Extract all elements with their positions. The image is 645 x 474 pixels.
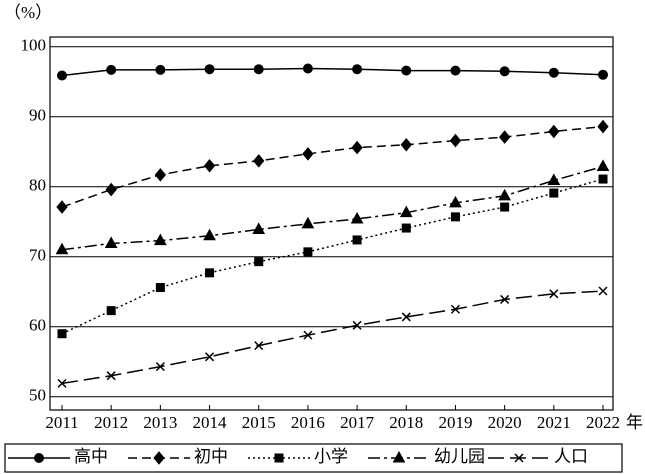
y-axis-label: （%） [4, 3, 52, 22]
legend-label: 人口 [554, 447, 588, 466]
marker [548, 124, 560, 139]
marker [155, 362, 165, 372]
x-tick-label: 2020 [488, 413, 522, 432]
marker [301, 216, 315, 229]
y-tick-label: 60 [29, 316, 46, 335]
marker [153, 451, 165, 465]
series-line [61, 290, 604, 385]
marker [55, 242, 69, 255]
marker [549, 188, 559, 198]
marker [254, 341, 264, 351]
marker [155, 64, 166, 75]
marker [34, 453, 44, 463]
marker [598, 69, 608, 80]
series-line [61, 67, 604, 77]
x-tick-label: 2015 [242, 413, 276, 432]
x-tick-label: 2013 [143, 413, 177, 432]
marker [449, 195, 462, 208]
x-tick-label: 2014 [193, 413, 228, 432]
legend-label: 小学 [314, 447, 348, 466]
marker [205, 352, 215, 362]
marker [350, 211, 364, 224]
marker [401, 312, 411, 322]
marker [57, 378, 67, 388]
y-tick-label: 80 [29, 176, 46, 195]
y-tick-label: 100 [21, 36, 47, 55]
marker [154, 168, 167, 182]
marker [155, 283, 165, 293]
marker [104, 236, 118, 248]
x-tick-label: 2016 [291, 413, 325, 432]
marker [154, 233, 167, 246]
marker [203, 228, 216, 241]
marker [401, 65, 412, 76]
marker [401, 223, 411, 233]
marker [302, 63, 313, 74]
marker [205, 268, 215, 278]
marker [204, 64, 215, 75]
marker [252, 222, 266, 234]
marker [399, 205, 413, 218]
series-line [61, 125, 604, 208]
marker [303, 330, 313, 340]
marker [549, 289, 559, 299]
x-tick-label: 2012 [94, 413, 128, 432]
marker [56, 200, 68, 214]
marker [514, 453, 524, 463]
marker [548, 67, 559, 78]
marker [253, 154, 265, 168]
x-tick-label: 2017 [340, 413, 375, 432]
marker [106, 371, 116, 381]
x-tick-label: 2021 [537, 413, 571, 432]
marker [598, 174, 608, 184]
marker [400, 137, 412, 152]
marker [274, 453, 284, 463]
marker [105, 182, 117, 197]
x-axis-label: 年 [626, 413, 643, 432]
marker [302, 147, 314, 161]
marker [57, 70, 67, 81]
marker [303, 247, 313, 257]
marker [449, 133, 462, 148]
marker [596, 159, 610, 171]
marker [352, 235, 362, 245]
marker [498, 188, 511, 201]
y-tick-label: 70 [29, 246, 46, 265]
marker [598, 286, 608, 296]
legend-label: 高中 [74, 447, 108, 466]
y-tick-label: 50 [29, 386, 46, 405]
marker [351, 140, 363, 155]
marker [106, 64, 117, 75]
marker [352, 64, 363, 75]
x-tick-label: 2011 [45, 413, 78, 432]
marker [253, 64, 264, 75]
marker [547, 173, 561, 185]
marker [450, 65, 461, 76]
marker [106, 306, 116, 316]
marker [57, 329, 67, 339]
legend-label: 幼儿园 [434, 447, 485, 466]
marker [352, 320, 362, 330]
marker [203, 158, 216, 173]
x-tick-label: 2019 [438, 413, 472, 432]
marker [392, 450, 406, 463]
marker [254, 257, 264, 267]
marker [500, 202, 510, 212]
series-line [61, 178, 604, 335]
y-tick-label: 90 [29, 106, 46, 125]
legend-frame [4, 443, 623, 473]
plot-frame [49, 36, 614, 411]
x-tick-label: 2018 [389, 413, 423, 432]
marker [499, 66, 510, 77]
x-tick-label: 2022 [586, 413, 620, 432]
marker [498, 130, 511, 144]
marker [450, 304, 460, 314]
marker [500, 294, 510, 304]
marker [450, 212, 460, 222]
legend-label: 初中 [194, 447, 228, 466]
marker [597, 119, 609, 134]
series-line [61, 165, 604, 251]
